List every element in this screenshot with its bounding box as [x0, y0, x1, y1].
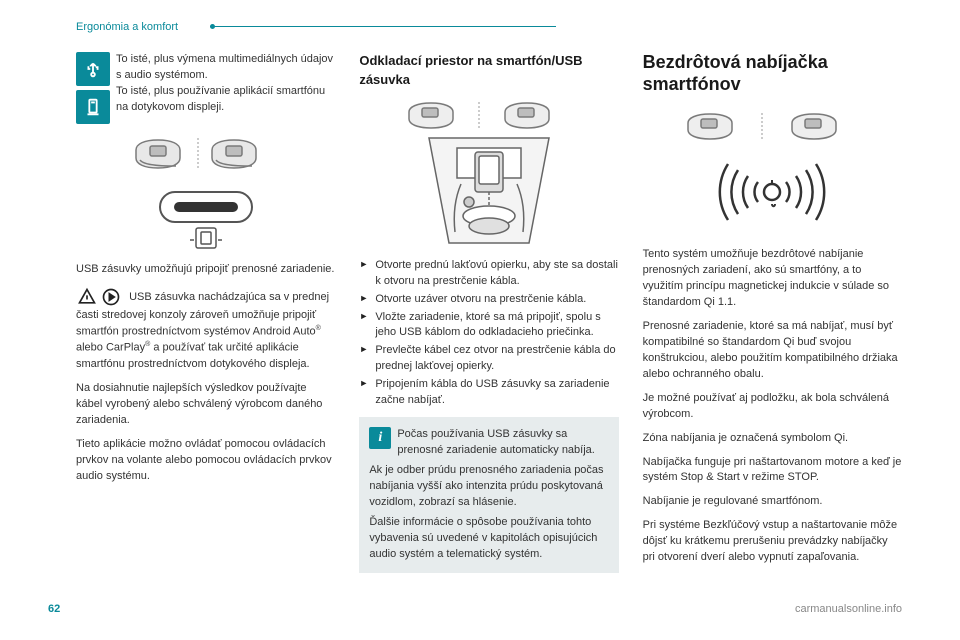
- header-rule: [210, 26, 902, 27]
- icon-text-2: To isté, plus používanie aplikácií smart…: [116, 84, 335, 116]
- cable-note: Na dosiahnutie najlepších výsledkov použ…: [76, 381, 335, 429]
- c3-p7: Pri systéme Bezkľúčový vstup a naštartov…: [643, 518, 902, 566]
- console-illustration: [389, 98, 589, 248]
- usb-icon: [76, 52, 110, 86]
- page-number: 62: [48, 602, 60, 618]
- usb-port-illustration: [116, 132, 296, 252]
- c3-p1: Tento systém umožňuje bezdrôtové nabíjan…: [643, 247, 902, 311]
- icon-text-block: To isté, plus výmena multimediálnych úda…: [116, 52, 335, 124]
- bullet-3: Vložte zariadenie, ktoré sa má pripojiť,…: [359, 310, 618, 342]
- bullet-2: Otvorte uzáver otvoru na prestrčenie káb…: [359, 292, 618, 308]
- info-icon: i: [369, 427, 391, 449]
- info-text-2: Ak je odber prúdu prenosného zariadenia …: [369, 463, 608, 511]
- android-text-mid: alebo CarPlay: [76, 342, 145, 354]
- column-2: Odkladací priestor na smartfón/USB zásuv…: [359, 52, 618, 594]
- column-1: To isté, plus výmena multimediálnych úda…: [76, 52, 335, 594]
- watermark: carmanualsonline.info: [795, 602, 902, 618]
- bullet-5: Pripojením kábla do USB zásuvky sa zaria…: [359, 377, 618, 409]
- content-columns: To isté, plus výmena multimediálnych úda…: [76, 52, 902, 594]
- c3-p6: Nabíjanie je regulované smartfónom.: [643, 494, 902, 510]
- usb-intro: USB zásuvky umožňujú pripojiť prenosné z…: [76, 262, 335, 278]
- col2-heading: Odkladací priestor na smartfón/USB zásuv…: [359, 52, 618, 90]
- info-text-1: Počas používania USB zásuvky sa prenosné…: [397, 428, 595, 456]
- bullet-1: Otvorte prednú lakťovú opierku, aby ste …: [359, 258, 618, 290]
- carplay-icon: [100, 286, 122, 308]
- col3-heading: Bezdrôtová nabíjačka smartfónov: [643, 52, 902, 95]
- usb-icon-block: To isté, plus výmena multimediálnych úda…: [76, 52, 335, 124]
- c3-p5: Nabíjačka funguje pri naštartovanom moto…: [643, 455, 902, 487]
- c3-p4: Zóna nabíjania je označená symbolom Qi.: [643, 431, 902, 447]
- icon-text-1: To isté, plus výmena multimediálnych úda…: [116, 52, 335, 84]
- android-auto-block: USB zásuvka nachádzajúca sa v prednej ča…: [76, 286, 335, 373]
- column-3: Bezdrôtová nabíjačka smartfónov: [643, 52, 902, 594]
- info-text-3: Ďalšie informácie o spôsobe používania t…: [369, 515, 608, 563]
- wireless-charger-illustration: [662, 107, 882, 237]
- bullet-4: Prevlečte kábel cez otvor na prestrčenie…: [359, 343, 618, 375]
- phone-mirror-icon: [76, 90, 110, 124]
- instruction-list: Otvorte prednú lakťovú opierku, aby ste …: [359, 258, 618, 409]
- c3-p2: Prenosné zariadenie, ktoré sa má nabíjať…: [643, 319, 902, 383]
- section-title: Ergonómia a komfort: [76, 20, 902, 36]
- info-box: i Počas používania USB zásuvky sa prenos…: [359, 417, 618, 573]
- apps-note: Tieto aplikácie možno ovládať pomocou ov…: [76, 437, 335, 485]
- android-auto-icon: [76, 286, 98, 308]
- c3-p3: Je možné používať aj podložku, ak bola s…: [643, 391, 902, 423]
